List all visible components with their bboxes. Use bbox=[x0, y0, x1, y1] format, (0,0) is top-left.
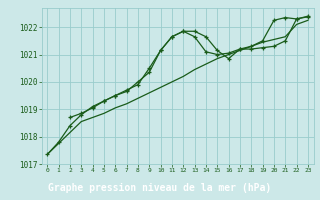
Text: Graphe pression niveau de la mer (hPa): Graphe pression niveau de la mer (hPa) bbox=[48, 183, 272, 193]
